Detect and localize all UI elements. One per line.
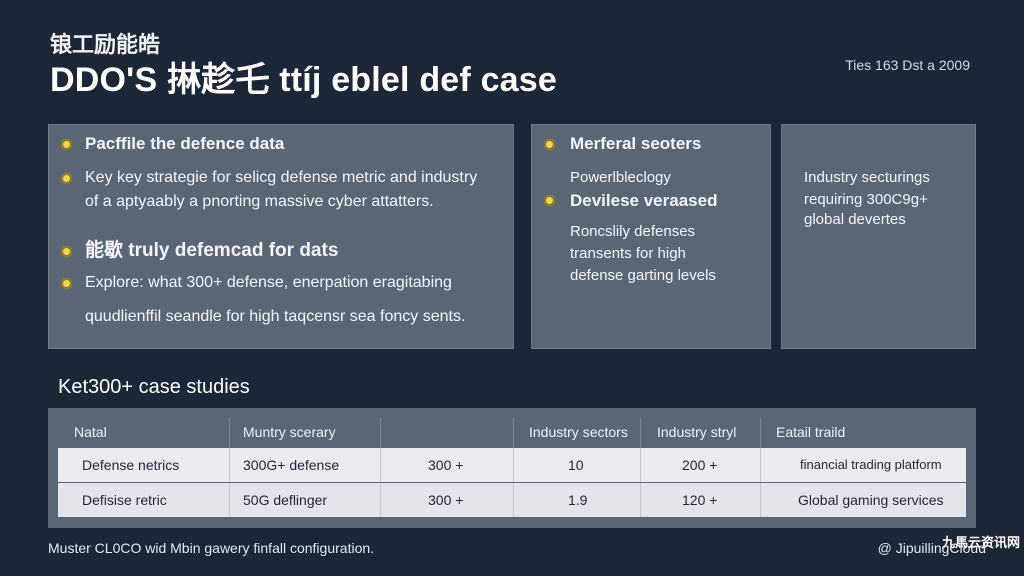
- industry-panel: Industry secturings requiring 300C9g+ gl…: [781, 124, 976, 349]
- table-cell: 120 +: [682, 492, 718, 508]
- table-row[interactable]: Defisise retric 50G deflinger 300 + 1.9 …: [58, 483, 966, 517]
- watermark-text: 九馬云资讯网: [941, 535, 1020, 550]
- table-cell: financial trading platform: [800, 457, 942, 472]
- bullet-icon: [61, 246, 72, 257]
- table-cell: 1.9: [568, 492, 588, 508]
- panel2-subheading: Devilese veraased: [570, 191, 718, 210]
- panel2-text-2: Roncslily defenses: [570, 223, 696, 240]
- table-cell: 300G+ defense: [243, 457, 340, 473]
- footer-text: Muster CL0CO wid Mbin gawery finfall con…: [48, 540, 375, 556]
- bullet-icon: [544, 195, 555, 206]
- panel2-text-3: transents for high: [570, 245, 686, 262]
- panel2-text-1: Powerlbleclogy: [570, 169, 671, 186]
- table-cell: 50G deflinger: [243, 492, 328, 508]
- column-header: Natal: [74, 424, 107, 440]
- case-studies-title: Ket300+ case studies: [58, 376, 250, 398]
- panel3-text-2: requiring 300C9g+: [804, 191, 928, 208]
- column-header: Industry sectors: [529, 424, 628, 440]
- panel3-text-1: Industry secturings: [804, 169, 930, 186]
- sectors-panel: Merferal seoters Powerlbleclogy Devilese…: [531, 124, 771, 349]
- date-label: Ties 163 Dst a 2009: [845, 57, 970, 73]
- panel2-heading: Merferal seoters: [570, 134, 702, 153]
- page-title: DDO'S 㨆趁乇 ttíj eblel def case: [50, 61, 558, 99]
- bullet-icon: [61, 173, 72, 184]
- panel3-text-3: global devertes: [804, 211, 906, 228]
- panel1-text-2: of a aptyaably a pnorting massive cyber …: [85, 193, 434, 210]
- table-cell: Defisise retric: [82, 492, 167, 508]
- table-cell: 300 +: [428, 457, 464, 473]
- table-cell: Global gaming services: [798, 492, 944, 508]
- table-cell: 300 +: [428, 492, 464, 508]
- table-row[interactable]: Defense netrics 300G+ defense 300 + 10 2…: [58, 448, 966, 482]
- brand-label: @ JipuillingCloud: [877, 540, 986, 556]
- column-header: Eatail traild: [776, 424, 846, 440]
- table-cell: Defense netrics: [82, 457, 180, 473]
- column-header: Muntry scerary: [243, 424, 336, 440]
- bullet-icon: [61, 139, 72, 150]
- case-studies-table: Natal Muntry scerary Industry sectors In…: [48, 408, 976, 528]
- table-cell: 200 +: [682, 457, 718, 473]
- panel1-text-1: Key key strategie for selicg defense met…: [85, 169, 478, 186]
- bullet-icon: [61, 278, 72, 289]
- panel1-text-4: quudlienffil seandle for high taqcensr s…: [85, 308, 466, 325]
- panel1-text-3: Explore: what 300+ defense, enerpation e…: [85, 274, 452, 291]
- defense-data-panel: Pacffile the defence data Key key strate…: [48, 124, 514, 349]
- column-header: Industry stryl: [657, 424, 737, 440]
- table-header: Natal Muntry scerary Industry sectors In…: [58, 414, 966, 450]
- header-kicker: 锒工励能皓: [50, 32, 161, 57]
- panel2-text-4: defense garting levels: [570, 267, 716, 284]
- panel1-subheading: 能歇 truly defemcad for dats: [85, 240, 339, 261]
- panel1-heading: Pacffile the defence data: [85, 134, 285, 153]
- table-cell: 10: [568, 457, 584, 473]
- bullet-icon: [544, 139, 555, 150]
